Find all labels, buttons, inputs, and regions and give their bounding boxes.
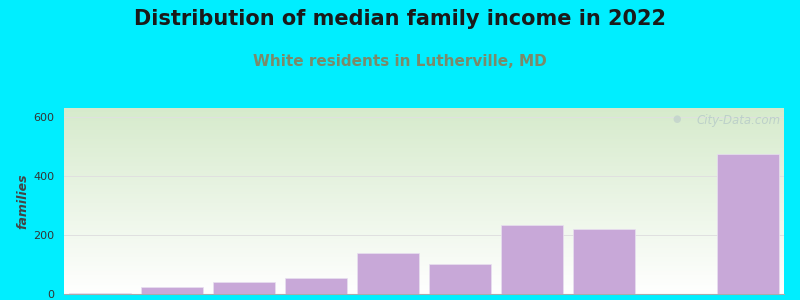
Bar	[574, 229, 634, 294]
Bar	[430, 265, 490, 294]
Y-axis label: families: families	[16, 173, 29, 229]
Text: ●: ●	[672, 114, 681, 124]
Bar	[142, 286, 202, 294]
Bar	[718, 154, 778, 294]
Bar	[214, 282, 274, 294]
Bar	[286, 278, 346, 294]
Text: Distribution of median family income in 2022: Distribution of median family income in …	[134, 9, 666, 29]
Bar	[502, 225, 562, 294]
Bar	[358, 253, 418, 294]
Bar	[70, 292, 130, 294]
Text: White residents in Lutherville, MD: White residents in Lutherville, MD	[253, 54, 547, 69]
Text: City-Data.com: City-Data.com	[696, 114, 781, 127]
